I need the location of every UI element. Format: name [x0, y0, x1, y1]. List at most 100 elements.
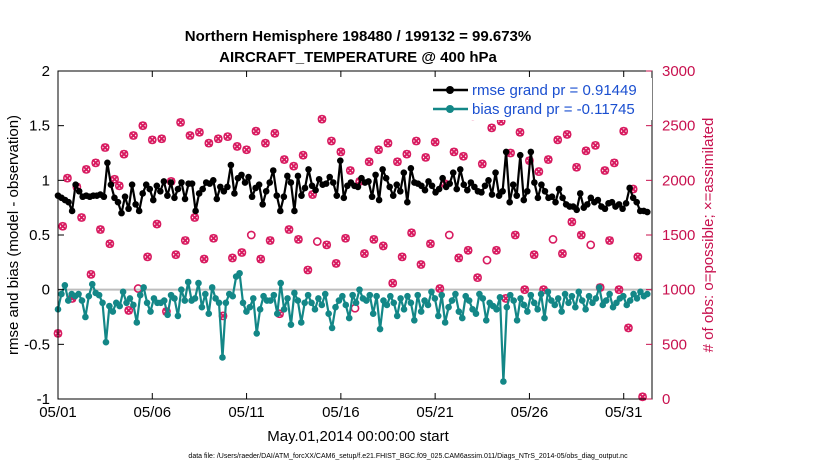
obs-assimilated-marker	[421, 153, 430, 162]
bias-point	[414, 291, 422, 299]
bias-point	[387, 292, 394, 300]
obs-assimilated-marker	[336, 147, 345, 156]
rmse-point	[559, 194, 566, 202]
bias-point	[643, 290, 651, 298]
obs-possible-marker	[242, 145, 251, 155]
bias-point	[428, 288, 435, 296]
y-axis-right-ticks: 0 500 1000 1500 2000 2500 3000	[646, 63, 695, 408]
obs-possible-marker	[614, 285, 624, 295]
obs-possible-marker	[364, 157, 374, 167]
bias-point	[160, 297, 168, 304]
rmse-point	[305, 166, 312, 173]
obs-assimilated-marker	[572, 163, 581, 172]
rmse-point	[188, 180, 196, 187]
bias-point	[109, 308, 117, 315]
rmse-point	[594, 196, 602, 204]
obs-possible-marker	[558, 249, 567, 258]
rmse-point	[439, 174, 446, 182]
obs-possible-marker	[572, 162, 581, 172]
bias-point	[256, 306, 264, 313]
rmse-point	[266, 179, 274, 186]
bias-point	[493, 306, 500, 313]
obs-assimilated-marker	[96, 225, 105, 234]
obs-assimilated-marker	[412, 137, 421, 145]
rmse-point	[111, 194, 118, 202]
obs-possible-marker	[298, 150, 308, 160]
bias-point	[592, 295, 600, 302]
rmse-point	[157, 187, 164, 195]
obs-possible-marker	[232, 142, 242, 151]
obs-assimilated-marker	[242, 145, 251, 154]
rmse-point	[478, 189, 485, 196]
rmse-point	[418, 182, 425, 190]
bias-point	[431, 295, 439, 302]
rmse-point	[379, 166, 386, 173]
rmse-point	[315, 175, 323, 183]
bias-point	[390, 299, 398, 307]
obs-possible-marker	[374, 145, 383, 155]
bias-point	[315, 295, 322, 302]
rmse-point	[467, 179, 475, 186]
obs-possible-marker	[157, 134, 167, 144]
obs-assimilated-marker	[82, 165, 91, 174]
x-tick-label: 05/21	[416, 404, 454, 421]
rmse-point	[460, 181, 468, 189]
bias-point	[554, 295, 562, 302]
rmse-point	[199, 185, 206, 193]
obs-assimilated-marker	[157, 134, 166, 143]
obs-possible-marker	[624, 323, 633, 333]
bias-point	[102, 338, 110, 346]
rmse-point	[555, 185, 563, 193]
bias-point	[270, 291, 278, 299]
obs-possible-marker	[100, 143, 110, 152]
obs-possible-marker	[591, 140, 600, 150]
bias-point	[537, 290, 545, 298]
obs-assimilated-marker	[417, 260, 425, 269]
obs-possible-marker	[251, 126, 261, 136]
rmse-point	[499, 187, 506, 195]
obs-possible-marker	[378, 241, 388, 251]
rmse-point	[502, 148, 510, 156]
rmse-point	[608, 198, 616, 206]
obs-assimilated-marker	[577, 231, 586, 239]
obs-possible-marker	[336, 147, 346, 157]
obs-assimilated-marker	[388, 279, 397, 288]
y-axis-right-label: # of obs: o=possible; ×=assimilated	[700, 118, 717, 353]
rmse-point	[587, 194, 595, 202]
bias-point	[441, 319, 449, 326]
rmse-point	[400, 169, 408, 176]
rmse-point	[573, 206, 581, 214]
rmse-point	[104, 159, 111, 167]
y-right-tick-label: 2500	[662, 118, 695, 135]
bias-point	[208, 284, 216, 291]
bias-point	[239, 299, 247, 307]
bias-point	[458, 314, 466, 322]
obs-possible-marker	[407, 228, 416, 238]
rmse-point	[167, 179, 175, 186]
obs-possible-marker	[454, 253, 464, 263]
bias-point	[568, 292, 576, 300]
obs-possible-marker	[543, 155, 553, 164]
obs-assimilated-marker	[454, 254, 463, 262]
rmse-point	[65, 198, 72, 206]
x-tick-label: 05/06	[134, 404, 172, 421]
obs-possible-marker	[138, 121, 148, 131]
bias-point	[606, 290, 613, 298]
obs-assimilated-marker	[615, 285, 623, 294]
y-right-tick-label: 1500	[662, 227, 695, 244]
bias-point	[133, 319, 141, 326]
obs-assimilated-marker	[553, 135, 562, 144]
bias-point	[349, 291, 356, 299]
x-axis-ticks: 05/01 05/06 05/11 05/16 05/21 05/26 05/31	[39, 71, 642, 421]
rmse-point	[622, 199, 630, 207]
rmse-point	[389, 192, 397, 199]
y-left-tick-label: 1.5	[29, 118, 50, 135]
rmse-point	[114, 198, 122, 206]
rmse-point	[217, 183, 224, 191]
obs-possible-marker	[341, 233, 350, 243]
obs-assimilated-marker	[544, 155, 553, 164]
bias-point	[513, 316, 521, 324]
bias-point	[195, 279, 202, 287]
rmse-point	[209, 177, 217, 184]
